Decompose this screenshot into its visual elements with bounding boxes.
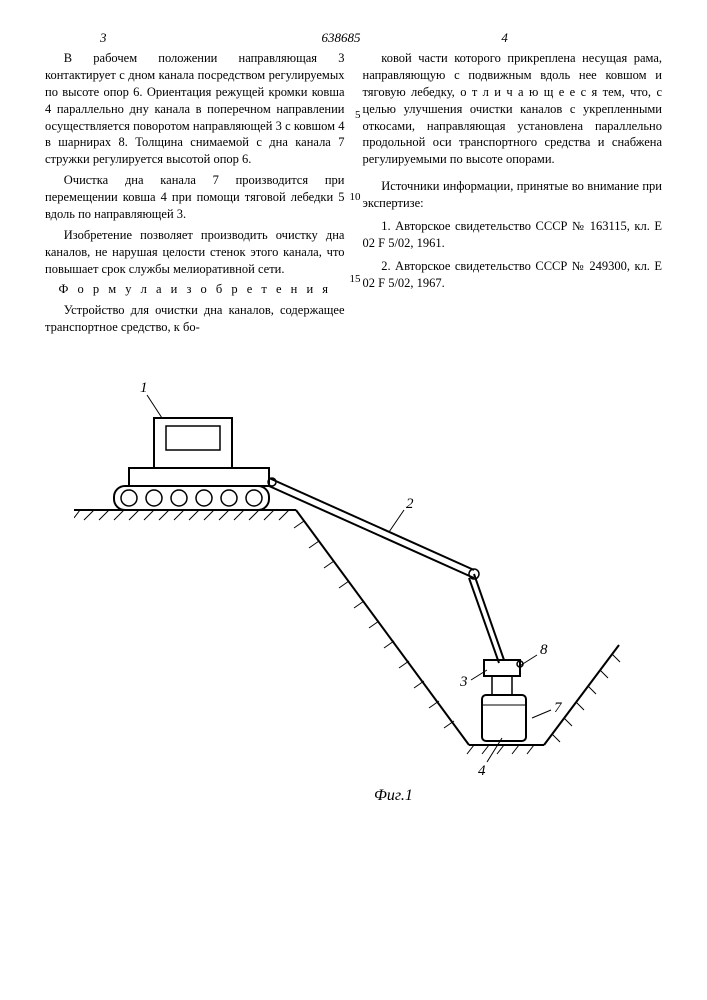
reference-item: 1. Авторское свидетельство СССР № 163115… bbox=[363, 218, 663, 252]
body-paragraph: В рабочем положении направляющая 3 конта… bbox=[45, 50, 345, 168]
figure-1: 1 2 8 3 4 7 Фиг.1 bbox=[45, 360, 662, 840]
sources-heading: Источники информации, принятые во вниман… bbox=[363, 178, 663, 212]
col-num-right: 4 bbox=[421, 30, 662, 46]
page-header: 3 638685 4 bbox=[45, 30, 662, 46]
line-number: 10 bbox=[350, 190, 361, 205]
guide-assembly-icon bbox=[484, 660, 523, 695]
body-paragraph: Устройство для очистки дна каналов, соде… bbox=[45, 302, 345, 336]
left-column: 5 10 15 В рабочем положении направляющая… bbox=[45, 50, 345, 340]
body-paragraph: Изобретение позволяет производить очистк… bbox=[45, 227, 345, 278]
callout-label: 3 bbox=[459, 674, 468, 690]
line-number: 5 bbox=[355, 108, 361, 123]
callout-label: 2 bbox=[406, 496, 414, 512]
callout-label: 1 bbox=[140, 380, 148, 396]
right-column: ковой части которого прикреплена несущая… bbox=[363, 50, 663, 340]
figure-label: Фиг.1 bbox=[374, 787, 413, 804]
text-columns: 5 10 15 В рабочем положении направляющая… bbox=[45, 50, 662, 340]
bucket-icon bbox=[482, 695, 526, 741]
vehicle-icon bbox=[114, 418, 269, 510]
reference-item: 2. Авторское свидетельство СССР № 249300… bbox=[363, 258, 663, 292]
body-paragraph: ковой части которого прикреплена несущая… bbox=[363, 50, 663, 168]
formula-heading: Ф о р м у л а и з о б р е т е н и я bbox=[45, 281, 345, 298]
callout-label: 8 bbox=[540, 642, 548, 658]
callout-label: 4 bbox=[478, 763, 486, 779]
body-paragraph: Очистка дна канала 7 производится при пе… bbox=[45, 172, 345, 223]
technical-diagram: 1 2 8 3 4 7 Фиг.1 bbox=[74, 360, 634, 840]
line-number: 15 bbox=[350, 272, 361, 287]
boom-icon bbox=[268, 478, 504, 663]
callout-label: 7 bbox=[554, 700, 563, 716]
document-number: 638685 bbox=[261, 30, 422, 46]
col-num-left: 3 bbox=[45, 30, 261, 46]
